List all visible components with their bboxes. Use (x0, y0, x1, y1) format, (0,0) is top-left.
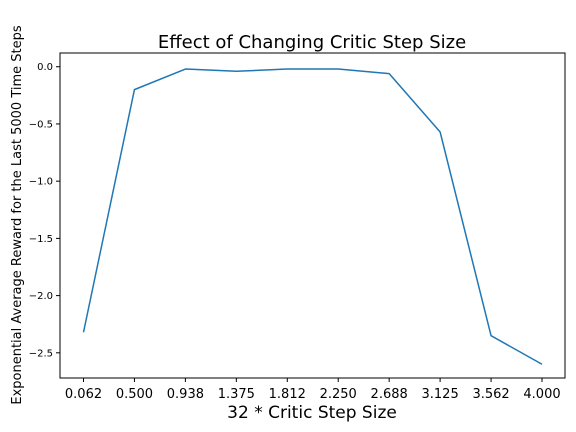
x-axis-label: 32 * Critic Step Size (227, 403, 397, 423)
x-tick-label: 1.812 (269, 387, 306, 402)
x-tick-label: 2.250 (320, 387, 357, 402)
x-axis-ticks: 0.062 0.500 0.938 1.375 1.812 2.250 2.688 3.125… (65, 378, 561, 402)
y-axis-ticks: 0.0 −0.5 −1.0 −1.5 −2.0 −2.5 (29, 62, 60, 359)
series-line (82, 68, 543, 365)
x-tick-label: 4.000 (523, 387, 560, 402)
x-tick-label: 0.938 (167, 387, 204, 402)
x-tick-label: 0.500 (116, 387, 153, 402)
series-layer (82, 68, 543, 365)
x-tick-label: 2.688 (371, 387, 408, 402)
plot-area (59, 52, 566, 379)
y-tick-label: −1.5 (29, 234, 53, 245)
x-tick-label: 0.062 (65, 387, 102, 402)
x-tick-label: 3.125 (422, 387, 459, 402)
y-tick-label: −1.0 (29, 177, 53, 188)
chart-title: Effect of Changing Critic Step Size (158, 32, 466, 53)
plot-frame (59, 52, 566, 379)
x-tick-label: 1.375 (218, 387, 255, 402)
y-axis-label: Exponential Average Reward for the Last … (10, 25, 25, 405)
y-tick-label: −2.0 (29, 291, 53, 302)
y-tick-label: −0.5 (29, 119, 53, 130)
y-tick-label: 0.0 (37, 62, 53, 73)
y-tick-label: −2.5 (29, 348, 53, 359)
x-tick-label: 3.562 (472, 387, 509, 402)
